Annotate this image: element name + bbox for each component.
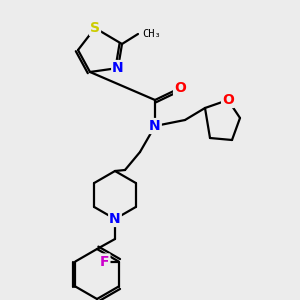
Text: N: N <box>112 61 124 75</box>
Text: CH₃: CH₃ <box>142 29 161 39</box>
Text: O: O <box>222 93 234 107</box>
Text: N: N <box>109 212 121 226</box>
Text: F: F <box>100 254 110 268</box>
Text: N: N <box>149 119 161 133</box>
Text: O: O <box>174 81 186 95</box>
Text: S: S <box>90 21 100 35</box>
